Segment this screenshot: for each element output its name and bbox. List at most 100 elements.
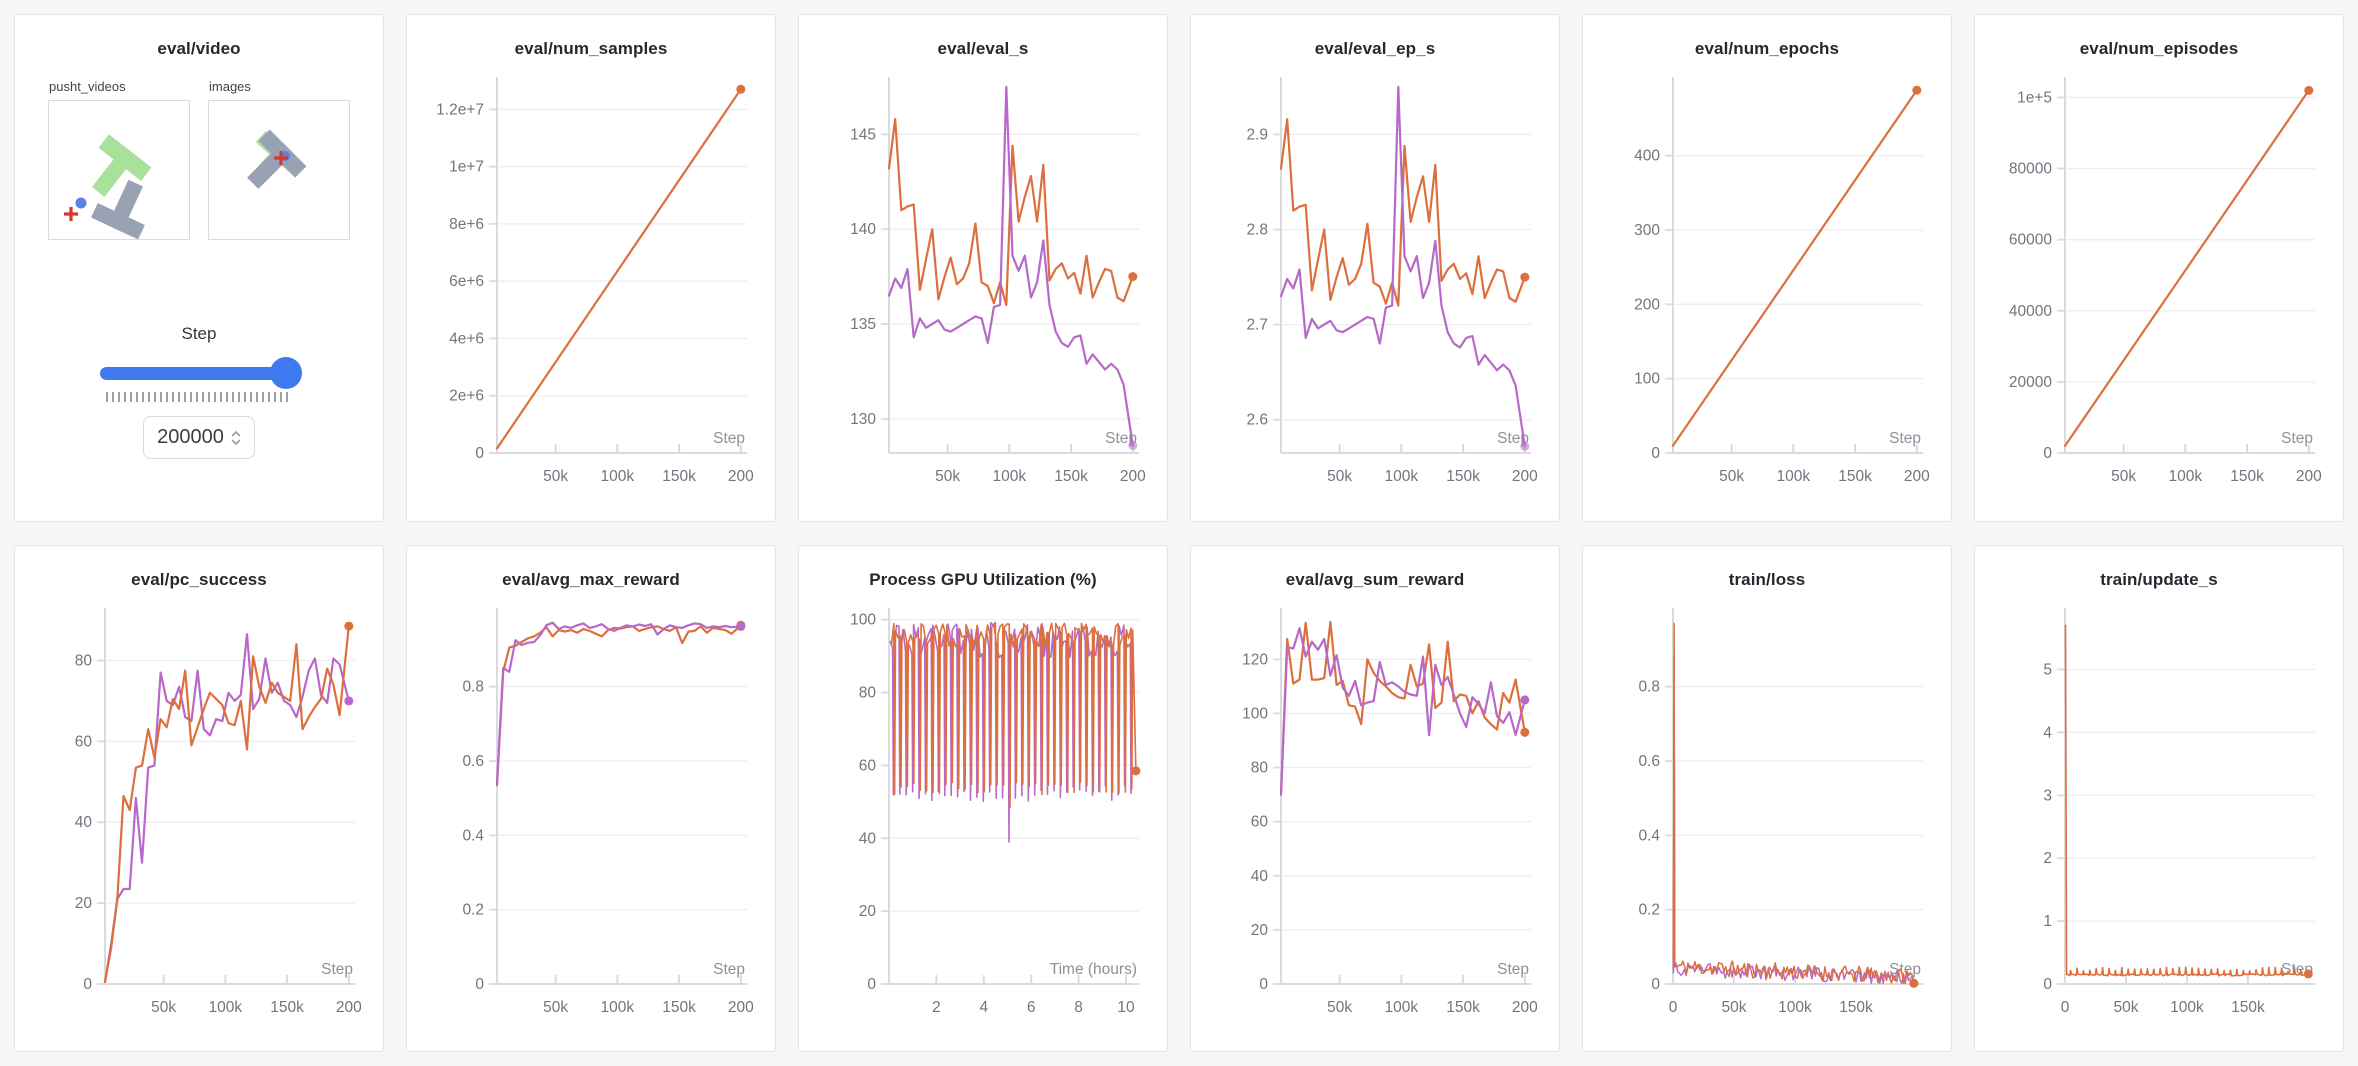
step-slider[interactable] <box>100 357 302 389</box>
x-axis-label: Step <box>1889 961 1921 978</box>
svg-text:4: 4 <box>2043 724 2052 741</box>
svg-text:0.6: 0.6 <box>1638 752 1660 769</box>
step-input-spinner[interactable] <box>231 430 241 445</box>
pusht-env-image <box>64 134 152 240</box>
images-thumbnail[interactable] <box>208 100 350 240</box>
svg-text:2.9: 2.9 <box>1246 126 1268 143</box>
svg-text:0: 0 <box>2061 999 2070 1016</box>
pusht-env-image <box>247 129 307 189</box>
panel-num_episodes: eval/num_episodes 0 20000 40000 60000 80000 1… <box>1974 14 2344 522</box>
svg-text:100k: 100k <box>993 468 1027 485</box>
agent-dot <box>75 197 87 209</box>
svg-text:100k: 100k <box>209 999 243 1016</box>
svg-text:2e+6: 2e+6 <box>449 388 484 405</box>
panel-gpu_util: Process GPU Utilization (%) 0 20 40 60 80 100… <box>798 544 1168 1052</box>
chart-title: eval/eval_ep_s <box>1314 39 1436 58</box>
svg-text:40: 40 <box>75 814 93 831</box>
svg-text:20000: 20000 <box>2009 374 2052 391</box>
svg-text:300: 300 <box>1634 222 1660 239</box>
panel-num_epochs: eval/num_epochs 0 100 200 300 400 50k 100k 150k… <box>1582 14 1952 522</box>
line-chart-num_episodes[interactable]: 0 20000 40000 60000 80000 1e+5 50k 100k 150k 200 S… <box>1989 59 2329 499</box>
pusht-video-thumbnail[interactable] <box>48 100 190 240</box>
line-chart-gpu_util[interactable]: 0 20 40 60 80 100 2 4 6 8 10 Time (hours) <box>813 590 1153 1030</box>
line-chart-avg_sum_reward[interactable]: 0 20 40 60 80 100 120 50k 100k 150k 200 Step <box>1205 590 1545 1030</box>
svg-text:1.2e+7: 1.2e+7 <box>436 101 484 118</box>
svg-text:100k: 100k <box>1778 999 1812 1016</box>
slider-thumb[interactable] <box>270 357 302 389</box>
svg-text:50k: 50k <box>1327 999 1352 1016</box>
svg-text:150k: 150k <box>270 999 304 1016</box>
chart-title: train/loss <box>1728 569 1806 589</box>
chevron-down-icon[interactable] <box>231 438 241 445</box>
line-chart-train_loss[interactable]: 0 0.2 0.4 0.6 0.8 0 50k 100k 150k Step <box>1597 590 1937 1030</box>
svg-text:0.6: 0.6 <box>462 752 484 769</box>
svg-text:100k: 100k <box>1385 468 1419 485</box>
svg-text:0.4: 0.4 <box>462 827 484 844</box>
line-chart-eval_s[interactable]: 130 135 140 145 50k 100k 150k 200 Step <box>813 59 1153 499</box>
svg-text:0: 0 <box>1669 999 1678 1016</box>
svg-text:1: 1 <box>2043 913 2052 930</box>
svg-text:8e+6: 8e+6 <box>449 216 484 233</box>
svg-text:5: 5 <box>2043 661 2052 678</box>
x-axis-label: Step <box>1497 430 1529 447</box>
svg-text:10: 10 <box>1117 999 1135 1016</box>
svg-text:20: 20 <box>859 903 877 920</box>
svg-text:2.6: 2.6 <box>1246 412 1268 429</box>
svg-text:150k: 150k <box>2230 468 2264 485</box>
svg-text:120: 120 <box>1242 651 1268 668</box>
line-chart-eval_ep_s[interactable]: 2.6 2.7 2.8 2.9 50k 100k 150k 200 Step <box>1205 59 1545 499</box>
goal-cross-icon <box>274 151 288 165</box>
svg-text:140: 140 <box>850 221 876 238</box>
svg-text:2: 2 <box>932 999 941 1016</box>
x-axis-label: Step <box>321 961 353 978</box>
chart-title: eval/avg_max_reward <box>502 569 680 589</box>
media-figure-images: images <box>208 79 350 240</box>
svg-text:40: 40 <box>1251 867 1269 884</box>
svg-text:150k: 150k <box>662 999 696 1016</box>
slider-track[interactable] <box>100 367 298 380</box>
chart-title: eval/eval_s <box>937 39 1029 58</box>
svg-text:4: 4 <box>979 999 988 1016</box>
chart-title: eval/num_epochs <box>1694 39 1840 58</box>
svg-text:150k: 150k <box>1054 468 1088 485</box>
svg-text:200: 200 <box>1634 296 1660 313</box>
chevron-up-icon[interactable] <box>231 430 241 437</box>
line-chart-num_samples[interactable]: 0 2e+6 4e+6 6e+6 8e+6 1e+7 1.2e+7 50k 100k 150k 20… <box>421 59 761 499</box>
svg-text:0: 0 <box>83 976 92 993</box>
svg-text:130: 130 <box>850 411 876 428</box>
svg-text:20: 20 <box>75 895 93 912</box>
svg-text:50k: 50k <box>1719 468 1744 485</box>
step-input[interactable]: 200000 <box>143 416 255 459</box>
chart-title: eval/num_samples <box>514 39 668 58</box>
line-chart-avg_max_reward[interactable]: 0 0.2 0.4 0.6 0.8 50k 100k 150k 200 Step <box>421 590 761 1030</box>
svg-text:150k: 150k <box>662 468 696 485</box>
svg-text:150k: 150k <box>1838 468 1872 485</box>
svg-text:200: 200 <box>1512 468 1538 485</box>
panel-pc_success: eval/pc_success 0 20 40 60 80 50k 100k 150k 200 S… <box>14 544 384 1052</box>
svg-text:0: 0 <box>2043 976 2052 993</box>
step-value[interactable]: 200000 <box>157 426 224 448</box>
x-axis-label: Step <box>1105 430 1137 447</box>
svg-text:2: 2 <box>2043 850 2052 867</box>
panel-num_samples: eval/num_samples 0 2e+6 4e+6 6e+6 8e+6 1e+7 1.… <box>406 14 776 522</box>
panel-eval_s: eval/eval_s 130 135 140 145 50k 100k 150k 200 St… <box>798 14 1168 522</box>
chart-title: eval/pc_success <box>131 569 267 589</box>
svg-text:20: 20 <box>1251 921 1269 938</box>
svg-text:1e+5: 1e+5 <box>2017 89 2052 106</box>
line-chart-pc_success[interactable]: 0 20 40 60 80 50k 100k 150k 200 Step <box>29 590 369 1030</box>
svg-text:150k: 150k <box>1839 999 1873 1016</box>
svg-text:100: 100 <box>1242 705 1268 722</box>
svg-text:60: 60 <box>1251 813 1269 830</box>
chart-title: train/update_s <box>2100 569 2218 589</box>
svg-text:100k: 100k <box>601 468 635 485</box>
svg-text:50k: 50k <box>151 999 176 1016</box>
svg-text:0: 0 <box>475 445 484 462</box>
panel-eval_ep_s: eval/eval_ep_s 2.6 2.7 2.8 2.9 50k 100k 150k 20… <box>1190 14 1560 522</box>
line-chart-num_epochs[interactable]: 0 100 200 300 400 50k 100k 150k 200 Step <box>1597 59 1937 499</box>
chart-title: eval/num_episodes <box>2079 39 2239 58</box>
svg-text:150k: 150k <box>2231 999 2265 1016</box>
svg-text:0: 0 <box>2043 445 2052 462</box>
x-axis-label: Step <box>713 430 745 447</box>
